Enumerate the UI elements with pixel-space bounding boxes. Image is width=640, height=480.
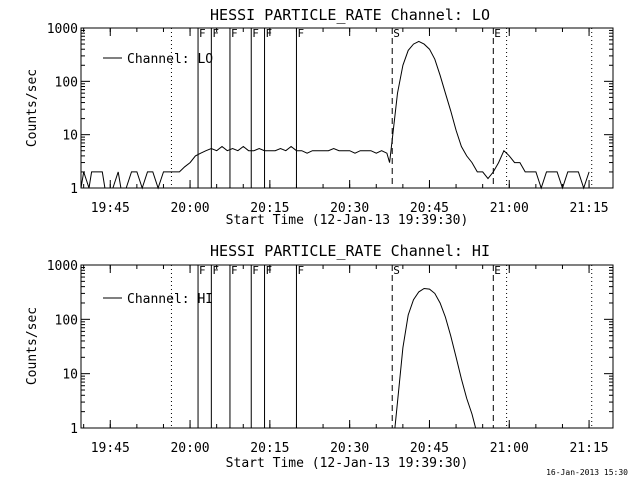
event-marker-label: F <box>212 27 219 40</box>
x-tick-label: 20:45 <box>410 441 449 456</box>
y-tick-label: 10 <box>62 368 78 383</box>
plot-frame <box>80 27 614 189</box>
y-tick-label: 1000 <box>47 259 78 274</box>
event-marker-label: F <box>252 27 259 40</box>
x-tick-label: 19:45 <box>91 441 130 456</box>
y-tick-label: 1000 <box>47 22 78 37</box>
x-tick-label: 20:15 <box>250 441 289 456</box>
event-marker-label: F <box>252 264 259 277</box>
y-axis-label: Counts/sec <box>25 69 40 147</box>
y-tick-label: 100 <box>55 75 78 90</box>
event-marker-label: F <box>266 264 273 277</box>
event-marker-label: F <box>199 27 206 40</box>
event-marker-label: F <box>212 264 219 277</box>
y-tick-label: 1 <box>70 182 78 197</box>
legend: Channel: LO <box>103 52 213 67</box>
guide-lines <box>170 28 593 188</box>
x-tick-label: 20:00 <box>170 201 209 216</box>
event-marker-label: F <box>266 27 273 40</box>
legend-entry: Channel: LO <box>127 52 213 67</box>
y-ticks: 1 10 100 1000 <box>47 22 613 197</box>
event-marker-label: E <box>494 27 501 40</box>
event-marker-label: F <box>297 264 304 277</box>
chart-title: HESSI PARTICLE_RATE Channel: HI <box>210 242 490 260</box>
y-axis-label: Counts/sec <box>25 307 40 385</box>
event-marker-label: S <box>393 264 400 277</box>
x-ticks: 19:45 20:00 20:15 20:30 20:45 21:00 21:15 <box>83 265 609 456</box>
series-line-lo <box>80 40 590 190</box>
event-marker-label: F <box>231 264 238 277</box>
x-tick-label: 20:30 <box>330 441 369 456</box>
y-tick-label: 1 <box>70 422 78 437</box>
event-marker-label: F <box>231 27 238 40</box>
x-tick-label: 20:30 <box>330 201 369 216</box>
x-tick-label: 19:45 <box>91 201 130 216</box>
legend-entry: Channel: HI <box>127 292 213 307</box>
event-marker-label: E <box>494 264 501 277</box>
y-tick-label: 100 <box>55 313 78 328</box>
x-tick-label: 20:15 <box>250 201 289 216</box>
y-ticks: 1 10 100 1000 <box>47 259 613 437</box>
x-tick-label: 21:00 <box>490 201 529 216</box>
chart-title: HESSI PARTICLE_RATE Channel: LO <box>210 6 490 24</box>
x-tick-label: 20:00 <box>170 441 209 456</box>
guide-lines <box>170 265 593 428</box>
footer-stamp: 16-Jan-2013 15:30 <box>546 468 628 477</box>
series-line-hi <box>394 287 477 429</box>
legend: Channel: HI <box>103 292 213 307</box>
x-tick-label: 20:45 <box>410 201 449 216</box>
event-marker-label: S <box>393 27 400 40</box>
event-marker-label: F <box>297 27 304 40</box>
x-tick-label: 21:00 <box>490 441 529 456</box>
x-tick-label: 21:15 <box>569 201 608 216</box>
plot-frame <box>80 264 614 429</box>
x-axis-label: Start Time (12-Jan-13 19:39:30) <box>226 213 469 228</box>
x-ticks: 19:45 20:00 20:15 20:30 20:45 21:00 21:15 <box>83 28 609 216</box>
x-axis-label: Start Time (12-Jan-13 19:39:30) <box>226 456 469 471</box>
y-tick-label: 10 <box>62 129 78 144</box>
event-marker-label: F <box>199 264 206 277</box>
x-tick-label: 21:15 <box>569 441 608 456</box>
